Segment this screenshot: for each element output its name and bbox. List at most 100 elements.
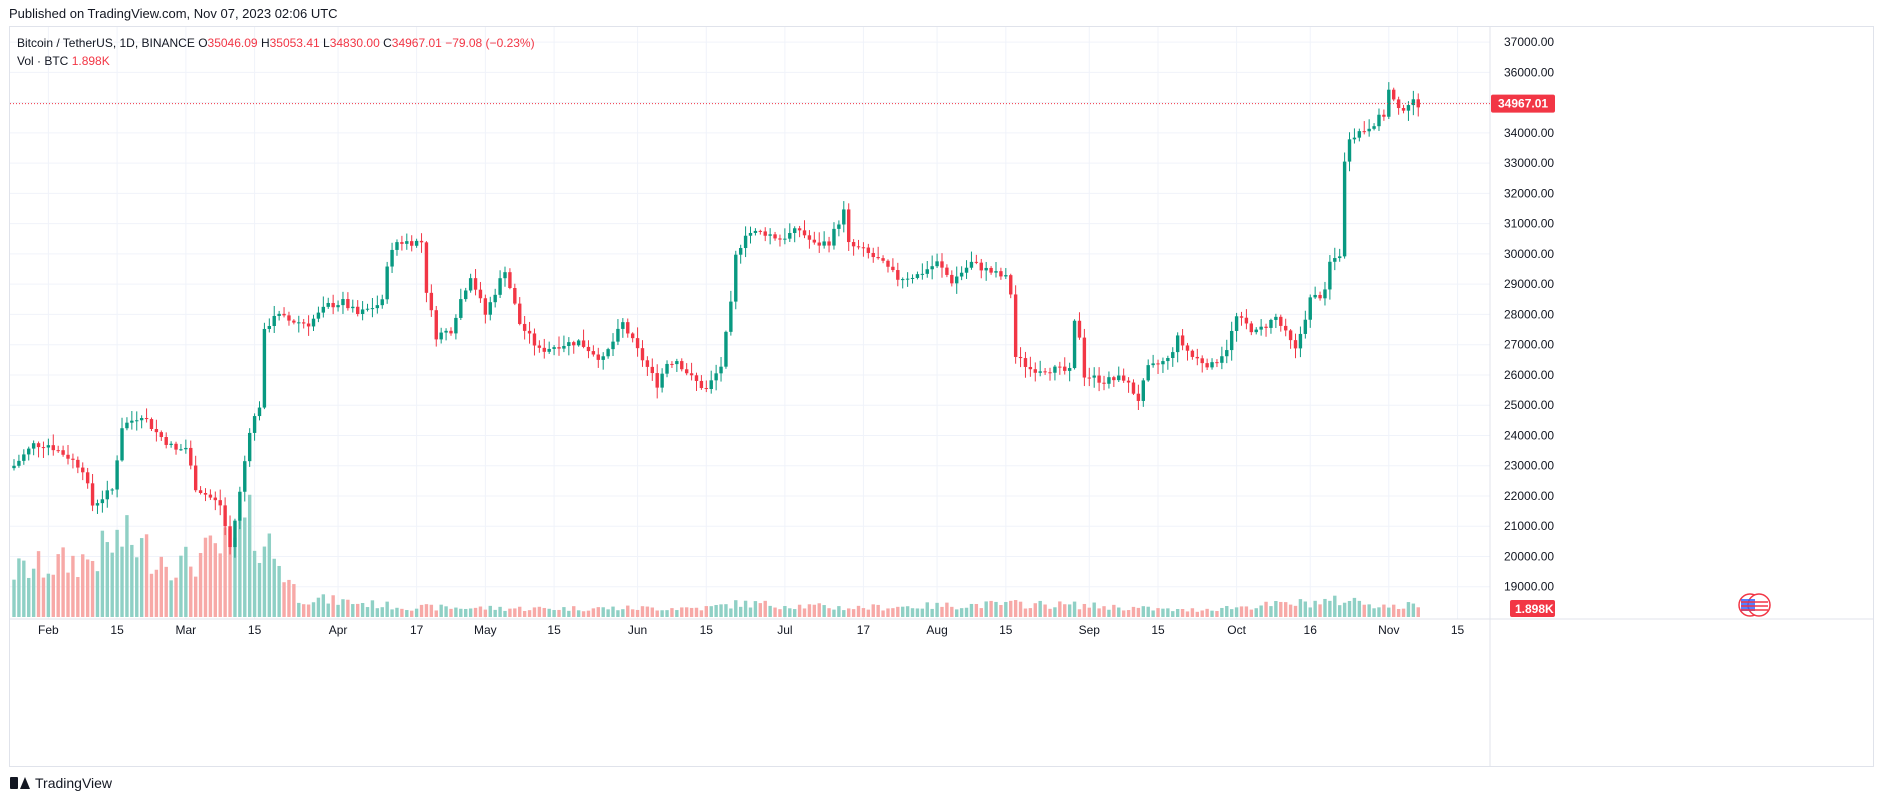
chart-frame[interactable]: 19000.00 20000.00 21000.00 22000.00 23000.00… bbox=[9, 26, 1874, 767]
candle-body bbox=[1018, 356, 1023, 359]
volume-bar bbox=[807, 604, 812, 617]
volume-bar bbox=[159, 556, 163, 617]
volume-bar bbox=[169, 580, 173, 617]
candle-body bbox=[1264, 326, 1268, 328]
volume-bar bbox=[576, 610, 581, 617]
volume-bar bbox=[635, 609, 640, 617]
volume-bar bbox=[655, 610, 659, 617]
volume-bar bbox=[1058, 601, 1062, 617]
candle-body bbox=[748, 232, 753, 236]
time-tick-label: 15 bbox=[248, 623, 262, 637]
candle-body bbox=[292, 320, 296, 323]
volume-bar bbox=[434, 610, 438, 617]
price-tick-label: 30000.00 bbox=[1504, 247, 1554, 261]
volume-bar bbox=[346, 599, 350, 617]
candle-body bbox=[1396, 99, 1401, 109]
candle-body bbox=[493, 294, 497, 303]
grid-lines bbox=[10, 27, 1873, 766]
candle-body bbox=[606, 349, 610, 357]
candle-body bbox=[395, 242, 399, 250]
volume-bar bbox=[105, 542, 109, 617]
candle-body bbox=[473, 278, 478, 290]
candle-body bbox=[346, 299, 350, 309]
volume-bar bbox=[1087, 607, 1091, 617]
volume-bar bbox=[768, 605, 772, 617]
candle-body bbox=[709, 380, 713, 389]
candle-body bbox=[851, 242, 856, 247]
candle-body bbox=[822, 241, 826, 246]
candle-body bbox=[670, 363, 674, 365]
candle-body bbox=[552, 347, 556, 349]
time-tick-label: 15 bbox=[1451, 623, 1465, 637]
candle-body bbox=[351, 306, 355, 309]
volume-bar bbox=[1126, 610, 1131, 617]
candle-body bbox=[1239, 316, 1244, 318]
candle-body bbox=[1171, 352, 1175, 359]
candle-body bbox=[518, 303, 522, 324]
candle-body bbox=[154, 428, 159, 433]
candle-body bbox=[341, 299, 345, 306]
volume-bar bbox=[85, 559, 90, 617]
candle-body bbox=[891, 266, 895, 271]
volume-bar bbox=[616, 610, 620, 617]
candle-body bbox=[719, 366, 723, 374]
candle-body bbox=[287, 315, 291, 321]
candle-body bbox=[979, 262, 983, 271]
candle-body bbox=[586, 346, 591, 352]
candle-body bbox=[282, 313, 286, 316]
volume-bar bbox=[238, 519, 242, 617]
volume-bar bbox=[110, 552, 114, 617]
candle-body bbox=[243, 461, 247, 492]
volume-bar bbox=[66, 572, 70, 617]
candle-body bbox=[572, 342, 576, 346]
volume-bar bbox=[459, 608, 463, 617]
volume-bar bbox=[1352, 597, 1357, 617]
volume-bar bbox=[51, 574, 55, 617]
candle-body bbox=[861, 247, 866, 249]
volume-bar bbox=[287, 579, 291, 617]
volume-bar bbox=[945, 602, 949, 617]
volume-bar bbox=[650, 607, 654, 617]
time-tick-label: 17 bbox=[857, 623, 871, 637]
candle-body bbox=[532, 333, 537, 346]
volume-bar bbox=[395, 607, 399, 617]
volume-bar bbox=[493, 609, 497, 617]
volume-bar bbox=[449, 608, 453, 617]
candle-body bbox=[896, 270, 900, 280]
candle-body bbox=[164, 437, 168, 445]
candle-body bbox=[120, 428, 124, 461]
footer-brand: TradingView bbox=[10, 775, 112, 791]
volume-bar bbox=[76, 577, 80, 617]
volume-bar bbox=[189, 566, 193, 617]
volume-bar bbox=[331, 595, 335, 617]
volume-bar bbox=[351, 604, 355, 617]
candle-body bbox=[385, 266, 389, 300]
candle-body bbox=[1048, 372, 1052, 374]
candle-body bbox=[203, 492, 208, 495]
volume-bar bbox=[773, 607, 777, 617]
candle-body bbox=[1072, 320, 1077, 369]
candle-body bbox=[125, 422, 129, 429]
volume-bar bbox=[572, 606, 576, 617]
volume-bar bbox=[164, 566, 168, 617]
candle-body bbox=[812, 239, 817, 243]
price-tick-label: 32000.00 bbox=[1504, 186, 1554, 200]
candle-body bbox=[267, 325, 272, 329]
candle-body bbox=[1229, 330, 1234, 351]
candle-body bbox=[837, 224, 841, 229]
time-tick-label: Aug bbox=[926, 623, 947, 637]
volume-bar bbox=[198, 552, 203, 617]
volume-bar bbox=[228, 529, 232, 617]
volume-bar bbox=[792, 609, 797, 617]
time-tick-label: 15 bbox=[110, 623, 124, 637]
volume-bar bbox=[959, 608, 964, 617]
candle-body bbox=[1406, 105, 1411, 111]
volume-bar bbox=[1112, 604, 1116, 617]
candle-body bbox=[1372, 126, 1376, 129]
volume-bar bbox=[419, 604, 424, 617]
candle-body bbox=[380, 299, 384, 306]
price-chart[interactable]: 19000.00 20000.00 21000.00 22000.00 23000.00… bbox=[10, 27, 1873, 766]
candle-body bbox=[360, 309, 365, 314]
candle-body bbox=[758, 230, 763, 232]
volume-bar bbox=[1009, 600, 1013, 617]
